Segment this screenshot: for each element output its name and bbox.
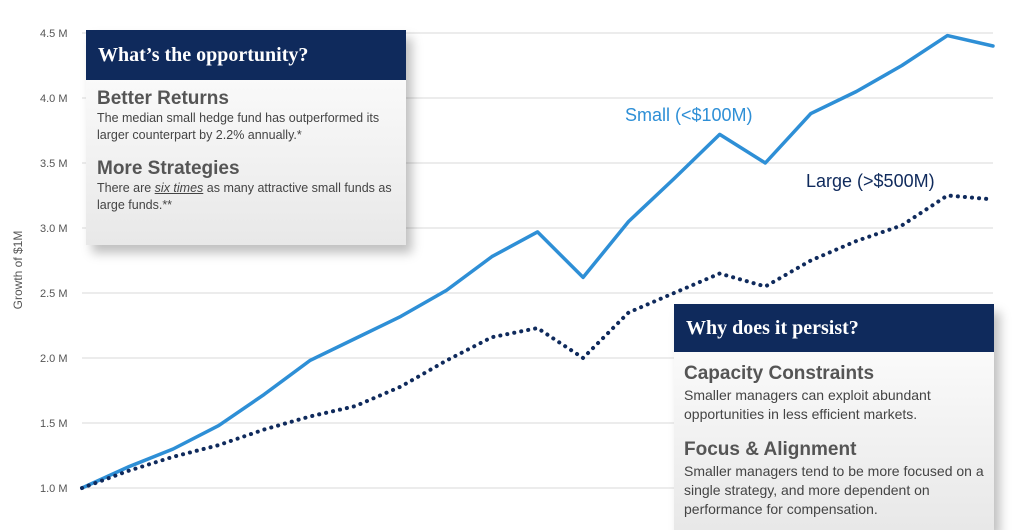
capacity-constraints-text: Smaller managers can exploit abundant op… <box>684 387 931 422</box>
persist-callout-title: Why does it persist? <box>674 304 994 352</box>
opportunity-callout-title: What’s the opportunity? <box>86 30 406 80</box>
y-tick-label: 3.0 M <box>40 223 68 235</box>
y-tick-label: 1.5 M <box>40 418 68 430</box>
series-line-small <box>80 33 995 490</box>
series-label-large: Large (>$500M) <box>806 171 935 191</box>
y-tick-label: 3.5 M <box>40 158 68 170</box>
better-returns-heading: Better Returns <box>97 88 229 109</box>
y-tick-label: 4.5 M <box>40 28 68 40</box>
series-label-small: Small (<$100M) <box>625 105 753 125</box>
persist-callout: Why does it persist? Capacity Constraint… <box>674 304 994 530</box>
capacity-constraints-heading: Capacity Constraints <box>684 363 875 384</box>
y-tick-label: 2.5 M <box>40 288 68 300</box>
y-tick-label: 4.0 M <box>40 93 68 105</box>
more-strategies-text: There are six times as many attractive s… <box>97 180 395 214</box>
focus-alignment-heading: Focus & Alignment <box>684 439 857 460</box>
y-axis-label: Growth of $1M <box>11 231 25 310</box>
series-lines <box>80 33 995 490</box>
focus-alignment-text: Smaller managers tend to be more focused… <box>684 463 984 517</box>
better-returns-text: The median small hedge fund has outperfo… <box>97 111 380 142</box>
more-strategies-text-end: as many attractive small funds as large … <box>97 181 392 212</box>
series-line-large <box>80 193 995 490</box>
y-axis-ticks: 1.0 M 1.5 M 2.0 M 2.5 M 3.0 M 3.5 M 4.0 M 4.5 M <box>40 28 68 495</box>
more-strategies-emphasis: six times <box>154 181 204 195</box>
opportunity-callout: What’s the opportunity? Better Returns T… <box>86 30 406 245</box>
more-strategies-text-start: There are <box>97 181 155 195</box>
y-tick-label: 1.0 M <box>40 483 68 495</box>
more-strategies-heading: More Strategies <box>97 158 240 179</box>
y-tick-label: 2.0 M <box>40 353 68 365</box>
